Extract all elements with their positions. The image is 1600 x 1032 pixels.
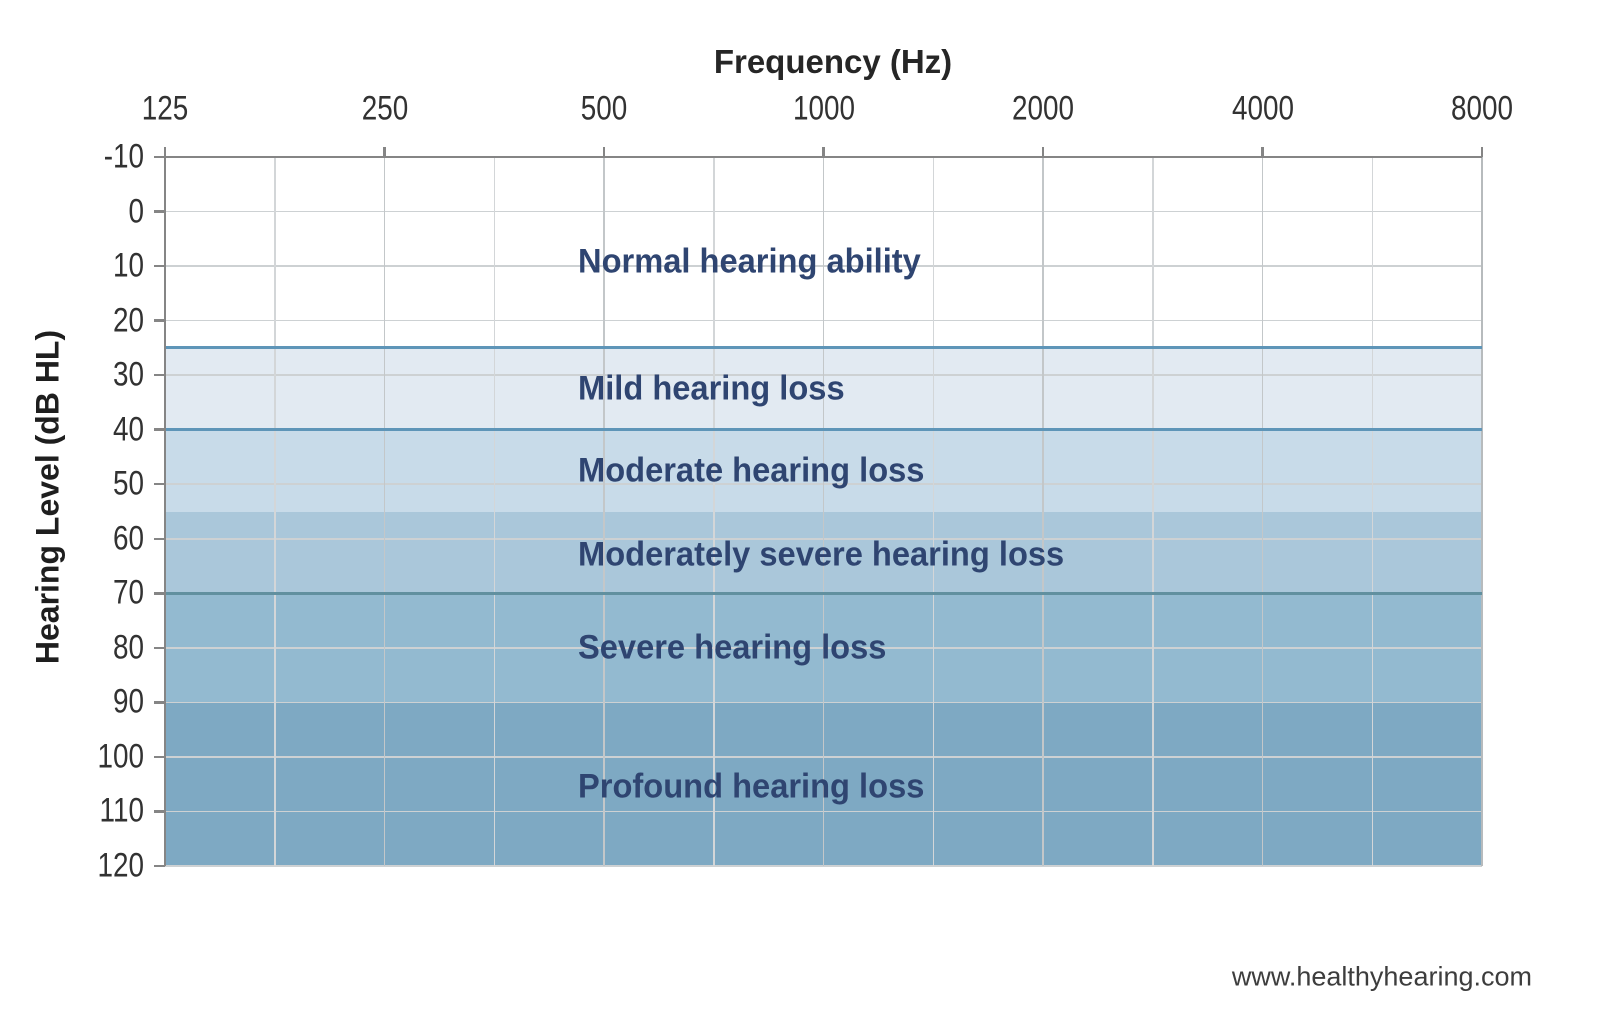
x-tick-250 [383,147,386,157]
y-tick-80 [154,646,165,650]
v-gridline-major [822,157,825,866]
v-gridline-minor [1152,157,1154,866]
y-tick-label-110: 110 [99,791,144,830]
x-tick-label-125: 125 [141,89,189,128]
y-tick-110 [154,810,165,813]
y-tick-100 [154,755,165,759]
y-tick-label-0: 0 [128,192,144,231]
x-tick-label-500: 500 [580,89,628,128]
v-gridline-minor [713,157,715,866]
band-label-profound-hearing-loss: Profound hearing loss [578,767,925,806]
v-gridline-major [1042,157,1044,866]
y-tick-70 [154,592,165,595]
y-axis-line [163,147,167,866]
y-tick-label-60: 60 [112,519,144,558]
v-gridline-major [1261,157,1264,866]
v-gridline-major [383,157,386,866]
y-tick-0 [154,210,165,213]
right-edge-line [1481,157,1483,866]
y-tick-90 [154,701,165,704]
y-tick-40 [154,428,165,431]
x-axis-title: Frequency (Hz) [713,43,953,80]
boundary-line-40db [165,428,1482,432]
v-gridline-minor [932,157,934,866]
y-tick-label-30: 30 [112,355,144,394]
x-tick-label-4000: 4000 [1231,89,1294,128]
v-gridline-minor [274,157,276,866]
y-tick-20 [154,319,165,322]
y-tick-label-40: 40 [112,410,144,449]
x-tick-500 [602,147,606,157]
x-tick-1000 [822,147,825,157]
x-tick-2000 [1041,147,1045,157]
x-tick-8000 [1480,147,1484,157]
v-gridline-minor [493,157,495,866]
y-tick-label--10: -10 [103,137,144,176]
y-tick-label-90: 90 [112,682,144,721]
x-tick-label-250: 250 [361,89,408,128]
x-tick-label-1000: 1000 [792,89,855,128]
band-label-mild-hearing-loss: Mild hearing loss [578,369,845,408]
y-tick-label-50: 50 [112,464,144,503]
y-tick-label-20: 20 [112,301,144,340]
boundary-line-25db [165,346,1482,350]
y-tick-120 [154,864,165,868]
y-tick-50 [154,482,165,486]
x-tick-125 [163,147,167,157]
y-axis-title: Hearing Level (dB HL) [29,329,66,665]
band-label-normal-hearing-ability: Normal hearing ability [578,242,921,281]
y-tick-10 [154,264,165,268]
x-axis-line [154,155,1482,159]
y-tick-label-70: 70 [112,573,144,612]
x-tick-label-2000: 2000 [1011,89,1075,128]
v-gridline-major [603,157,605,866]
y-tick-30 [154,373,165,377]
y-tick-label-120: 120 [97,846,144,885]
v-gridline-minor [1371,157,1373,866]
h-gridline-120 [165,865,1482,867]
band-label-moderately-severe-hearing-loss: Moderately severe hearing loss [578,535,1065,574]
band-label-moderate-hearing-loss: Moderate hearing loss [578,451,925,490]
y-tick-label-10: 10 [112,246,144,285]
y-tick-60 [154,537,165,541]
y-tick--10 [154,155,165,159]
y-tick-label-80: 80 [112,628,144,667]
band-label-severe-hearing-loss: Severe hearing loss [578,628,887,667]
boundary-line-70db [165,591,1482,595]
x-tick-4000 [1261,147,1264,157]
watermark-url: www.healthyhearing.com [1231,961,1532,992]
x-tick-label-8000: 8000 [1450,89,1514,128]
y-tick-label-100: 100 [97,737,144,776]
